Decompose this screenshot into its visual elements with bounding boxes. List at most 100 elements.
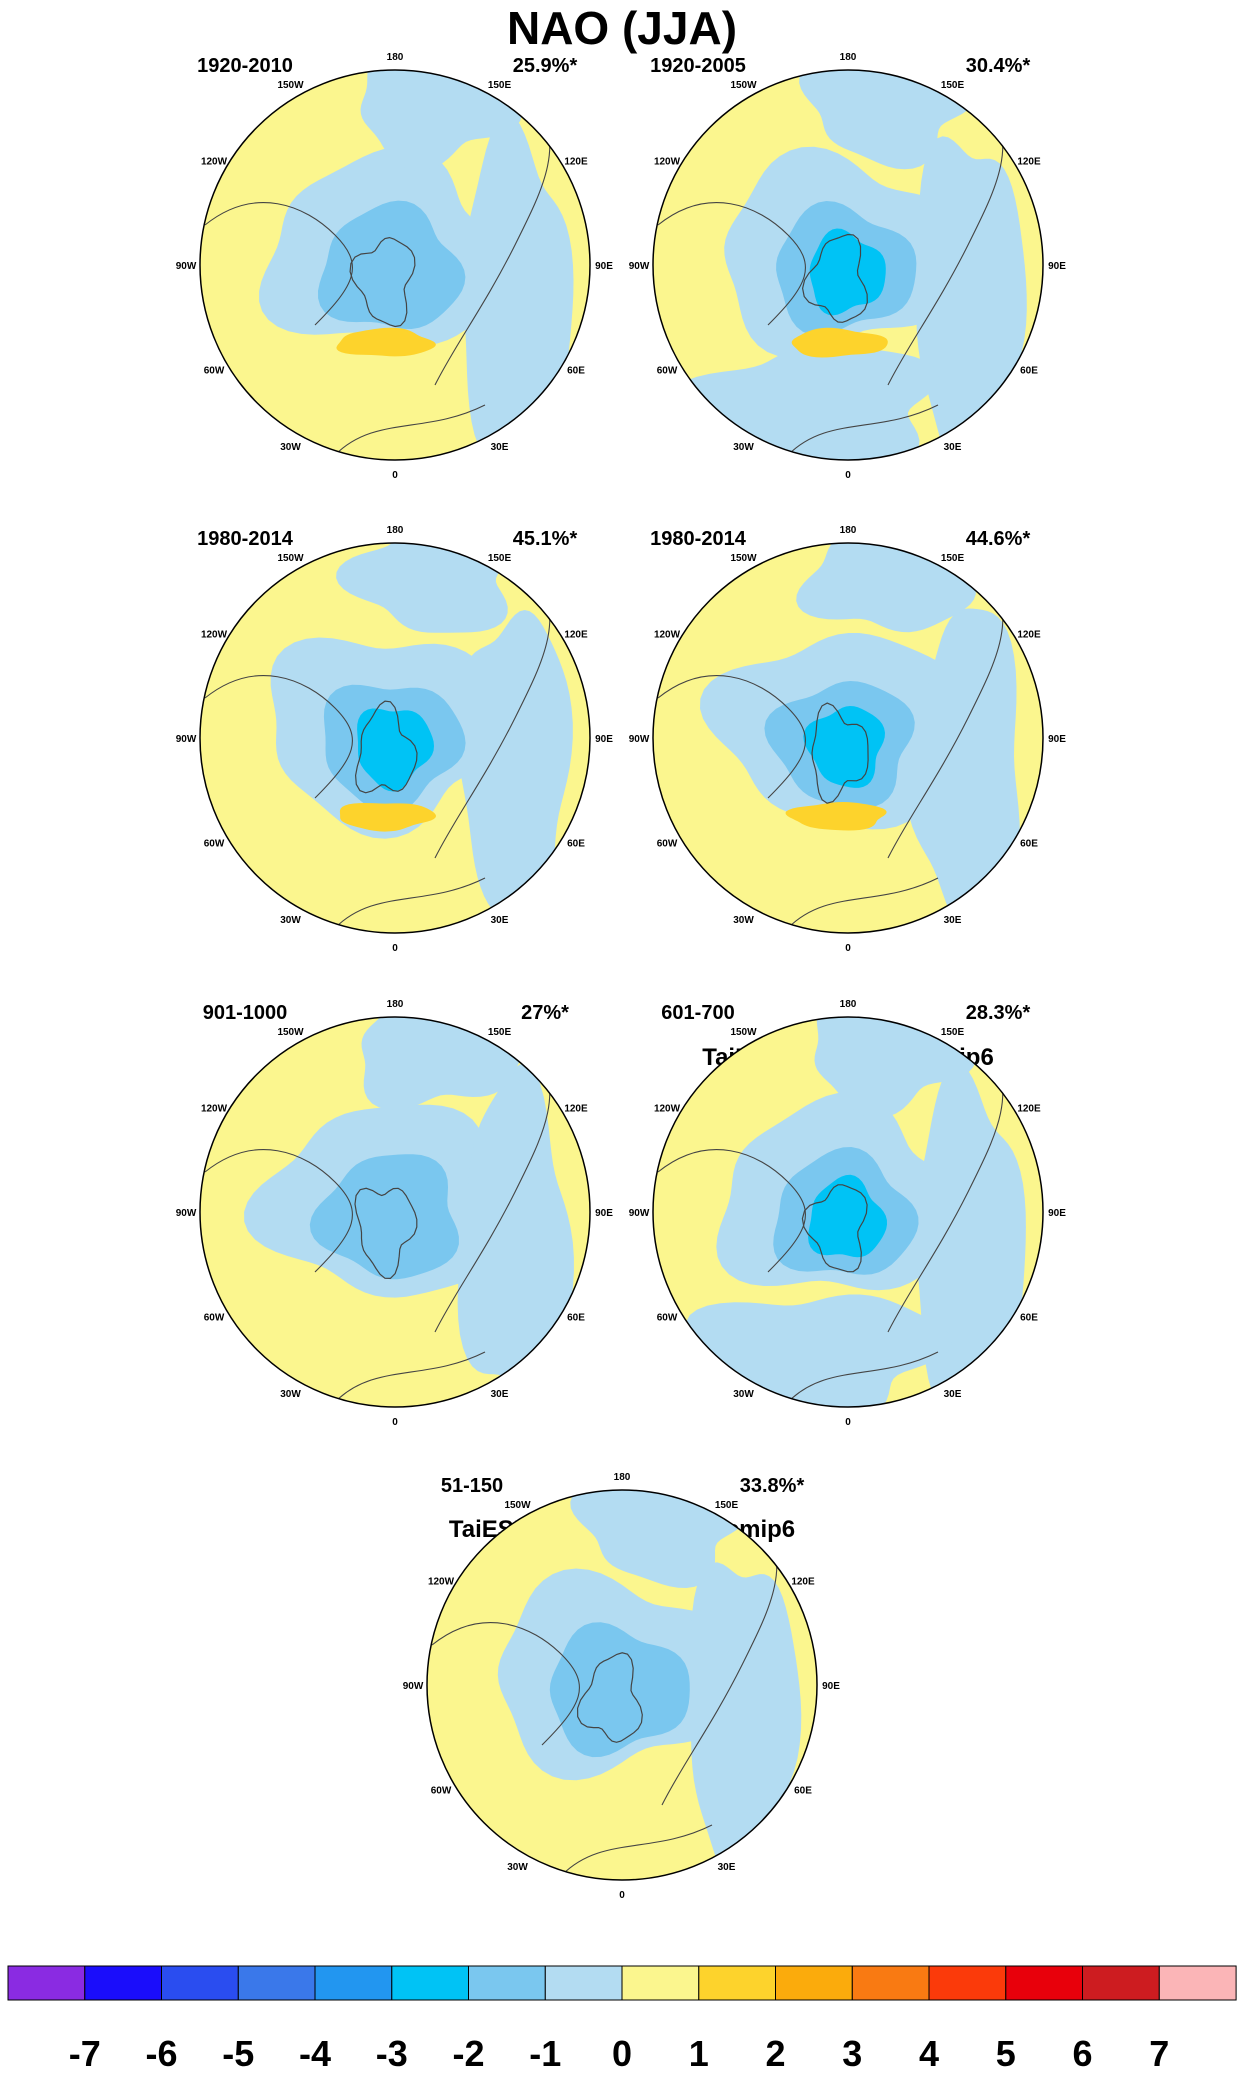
colorbar-swatch: [391, 1965, 470, 2001]
panel-period: 1980-2014: [650, 528, 747, 550]
colorbar-swatch: [775, 1965, 853, 2001]
longitude-label: 90W: [629, 734, 650, 745]
negative-anomaly-region: [670, 344, 939, 460]
longitude-label: 150E: [488, 80, 512, 91]
longitude-label: 90W: [176, 261, 197, 272]
negative-anomaly-peak: [357, 708, 434, 792]
positive-anomaly-core: [336, 327, 436, 357]
map-panel: ERAI1980-201445.1%*180150E120E90E60E30E0…: [176, 525, 614, 954]
map-panel: JRA551980-201444.6%*180150E120E90E60E30E…: [629, 525, 1067, 954]
longitude-label: 150E: [488, 1027, 512, 1038]
map-field: [200, 1017, 590, 1407]
colorbar-swatch: [1005, 1965, 1084, 2001]
coastline: [561, 1824, 713, 1876]
negative-anomaly-core: [549, 1622, 690, 1758]
map-field: [653, 1017, 1043, 1407]
longitude-label: 60W: [657, 839, 678, 850]
map-boundary: [199, 69, 591, 461]
coastline: [204, 202, 353, 326]
longitude-label: 60W: [204, 366, 225, 377]
longitude-label: 30W: [733, 1389, 754, 1400]
longitude-label: 150W: [277, 1027, 304, 1038]
longitude-label: 0: [845, 1417, 851, 1428]
map-boundary: [199, 542, 591, 934]
map-panel: TaiESM-f09-tn15-PI.cmip6601-70028.3%*180…: [629, 999, 1067, 1428]
map-boundary: [652, 69, 1044, 461]
negative-anomaly-peak: [803, 706, 885, 788]
longitude-label: 120W: [654, 1104, 681, 1115]
longitude-label: 60E: [567, 1313, 585, 1324]
coastline: [657, 1149, 806, 1273]
longitude-label: 180: [840, 52, 857, 63]
coastline: [354, 700, 418, 794]
map-panel: TaiESM-f09-tn15901-100027%*180150E120E90…: [176, 999, 614, 1428]
longitude-label: 30W: [733, 915, 754, 926]
coastline: [787, 1351, 939, 1403]
longitude-label: 60W: [657, 1313, 678, 1324]
longitude-label: 30E: [718, 1862, 736, 1873]
coastline: [204, 1149, 353, 1273]
panel-variance: 44.6%*: [966, 528, 1031, 550]
longitude-label: 120W: [428, 1577, 455, 1588]
longitude-label: 60W: [657, 366, 678, 377]
coastline: [354, 1187, 418, 1280]
longitude-label: 0: [619, 1890, 625, 1901]
longitude-label: 60E: [567, 839, 585, 850]
longitude-label: 30W: [280, 1389, 301, 1400]
longitude-label: 90W: [176, 1208, 197, 1219]
longitude-label: 150W: [277, 80, 304, 91]
coastline: [787, 404, 939, 456]
coastline: [349, 236, 416, 328]
longitude-label: 30W: [733, 442, 754, 453]
longitude-label: 90E: [1048, 1208, 1066, 1219]
figure-title: NAO (JJA): [507, 2, 737, 54]
negative-anomaly-core: [318, 200, 466, 329]
panel-period: 51-150: [441, 1475, 503, 1497]
colorbar-swatch: [851, 1965, 930, 2001]
panel-period: 601-700: [661, 1002, 734, 1024]
colorbar-swatch: [161, 1965, 239, 2001]
negative-anomaly-region: [462, 114, 574, 458]
colorbar-tick-label: 6: [1072, 2033, 1092, 2074]
colorbar-tick-label: -5: [222, 2033, 254, 2074]
coastline: [801, 233, 868, 323]
colorbar-tick-label: 7: [1149, 2033, 1169, 2074]
longitude-label: 90E: [595, 261, 613, 272]
longitude-label: 90W: [403, 1681, 424, 1692]
longitude-label: 180: [840, 525, 857, 536]
longitude-label: 90W: [629, 261, 650, 272]
longitude-label: 120E: [791, 1577, 815, 1588]
longitude-label: 0: [845, 943, 851, 954]
colorbar-swatch: [468, 1965, 546, 2001]
coastline: [334, 1351, 486, 1403]
longitude-label: 30E: [944, 1389, 962, 1400]
longitude-label: 180: [614, 1472, 631, 1483]
map-field: [653, 543, 1043, 933]
coastline: [787, 877, 939, 929]
longitude-label: 90W: [176, 734, 197, 745]
longitude-label: 90E: [1048, 734, 1066, 745]
panel-period: 1980-2014: [197, 528, 294, 550]
colorbar-swatch: [621, 1965, 700, 2001]
longitude-label: 120E: [1017, 157, 1041, 168]
map-panel: TaiESM-f09-tn15-1pCO2.cmip651-15033.8%*1…: [403, 1472, 841, 1901]
longitude-label: 150W: [504, 1500, 531, 1511]
longitude-label: 90E: [595, 1208, 613, 1219]
longitude-label: 120E: [1017, 630, 1041, 641]
longitude-label: 0: [845, 470, 851, 481]
longitude-label: 150E: [941, 553, 965, 564]
map-boundary: [426, 1489, 818, 1881]
positive-anomaly-core: [785, 802, 887, 831]
panel-variance: 33.8%*: [740, 1475, 805, 1497]
longitude-label: 120W: [654, 157, 681, 168]
panel-period: 1920-2005: [650, 55, 746, 77]
longitude-label: 180: [840, 999, 857, 1010]
negative-anomaly-region: [796, 543, 976, 633]
longitude-label: 60E: [794, 1786, 812, 1797]
longitude-label: 120E: [564, 1104, 588, 1115]
longitude-label: 30E: [944, 915, 962, 926]
coastline: [334, 877, 486, 929]
longitude-label: 0: [392, 943, 398, 954]
negative-anomaly-region: [686, 1294, 952, 1407]
